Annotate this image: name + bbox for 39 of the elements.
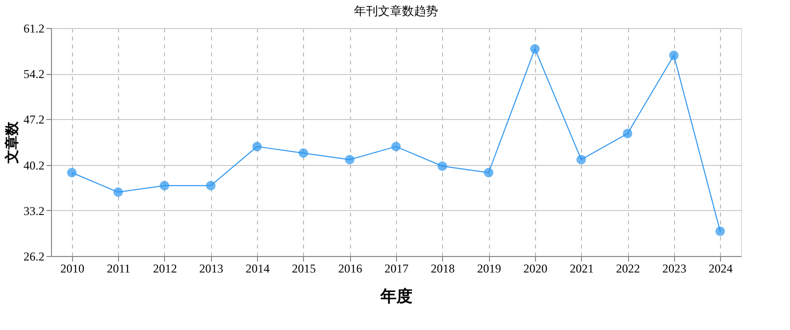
x-tick-label: 2021	[570, 262, 594, 276]
point	[484, 168, 494, 178]
x-tick-label: 2018	[430, 262, 455, 276]
y-tick-label: 33.2	[24, 204, 44, 218]
x-tick-label: 2011	[106, 262, 130, 276]
y-tick-label: 54.2	[24, 67, 44, 82]
point	[344, 154, 354, 164]
y-tick-label: 40.2	[24, 158, 44, 172]
x-tick-label: 2013	[199, 262, 224, 276]
x-tick-label: 2015	[292, 262, 316, 276]
point	[530, 44, 540, 54]
y-tick-label: 61.2	[24, 22, 44, 36]
point	[391, 142, 401, 152]
point	[669, 50, 679, 60]
x-tick-label: 2023	[662, 262, 686, 276]
x-tick-label: 2016	[338, 262, 362, 276]
x-tick-label: 2017	[384, 262, 408, 276]
x-tick-label: 2010	[60, 262, 84, 276]
point	[438, 161, 448, 171]
x-axis-title: 年度	[380, 286, 412, 306]
point	[252, 142, 262, 152]
y-axis-title: 文章数	[4, 120, 20, 164]
point	[622, 128, 632, 138]
y-tick-label: 47.2	[24, 112, 44, 127]
x-tick-label: 2012	[152, 262, 177, 276]
y-tick-label: 26.2	[24, 250, 44, 264]
point	[67, 168, 77, 178]
point	[298, 148, 308, 158]
x-tick-label: 2020	[523, 262, 548, 276]
point	[160, 180, 170, 190]
point	[206, 180, 216, 190]
x-tick-label: 2024	[708, 262, 733, 276]
x-tick-label: 2022	[616, 262, 640, 276]
x-tick-label: 2014	[246, 262, 270, 276]
point	[576, 154, 586, 164]
x-tick-label: 2019	[477, 262, 502, 276]
chart-title: 年刊文章数趋势	[354, 4, 438, 18]
point	[715, 226, 725, 236]
point	[113, 187, 123, 197]
